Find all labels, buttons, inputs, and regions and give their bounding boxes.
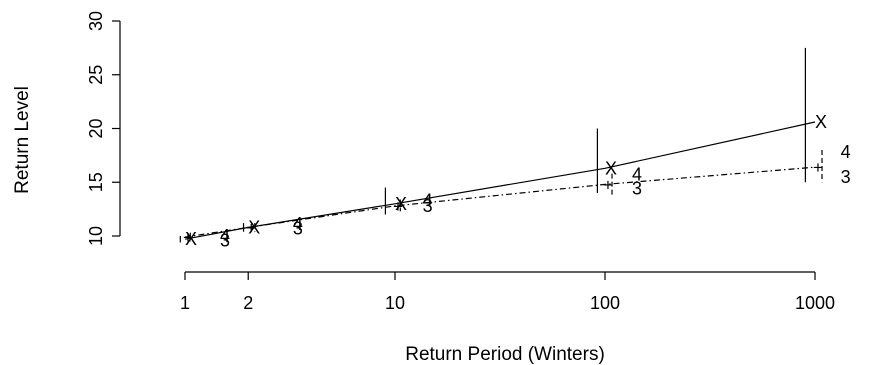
marker-series-1: X	[248, 217, 260, 237]
point-label: 3	[841, 167, 851, 187]
y-tick-label: 25	[86, 65, 106, 85]
x-tick-label: 1000	[795, 293, 835, 313]
point-label: 4	[293, 214, 303, 234]
y-axis-label: Return Level	[12, 86, 33, 194]
marker-series-1: X	[815, 112, 827, 132]
x-tick-label: 10	[385, 293, 405, 313]
point-label: 3	[632, 179, 642, 199]
marker-series-1: X	[605, 158, 617, 178]
series-curve-1	[184, 121, 816, 240]
marker-series-2: +	[603, 175, 613, 194]
marker-series-2: +	[813, 158, 823, 177]
x-tick-label: 1	[180, 293, 190, 313]
marker-series-2: +	[183, 228, 193, 247]
confidence-intervals	[179, 47, 823, 243]
point-label: 3	[293, 218, 303, 238]
point-label: 4	[632, 165, 642, 185]
marker-series-1: X	[395, 194, 407, 214]
point-label: 4	[841, 142, 851, 162]
y-tick-label: 20	[86, 118, 106, 138]
marker-series-2: +	[393, 197, 403, 216]
series-curves	[184, 121, 816, 240]
marker-series-1: X	[185, 229, 197, 249]
series-curve-2	[184, 166, 816, 238]
y-tick-label: 30	[86, 11, 106, 31]
y-tick-label: 10	[86, 226, 106, 246]
point-label: 4	[423, 191, 433, 211]
x-axis-label: Return Period (Winters)	[405, 344, 605, 365]
point-label: 3	[220, 230, 230, 250]
axes: 10 15 20 25 30 1 2 10 100 1000	[86, 11, 835, 313]
y-tick-label: 15	[86, 172, 106, 192]
point-label: 4	[220, 226, 230, 246]
x-tick-label: 2	[243, 293, 253, 313]
marker-series-2: +	[246, 218, 256, 237]
x-tick-label: 100	[590, 293, 620, 313]
point-label: 3	[423, 196, 433, 216]
